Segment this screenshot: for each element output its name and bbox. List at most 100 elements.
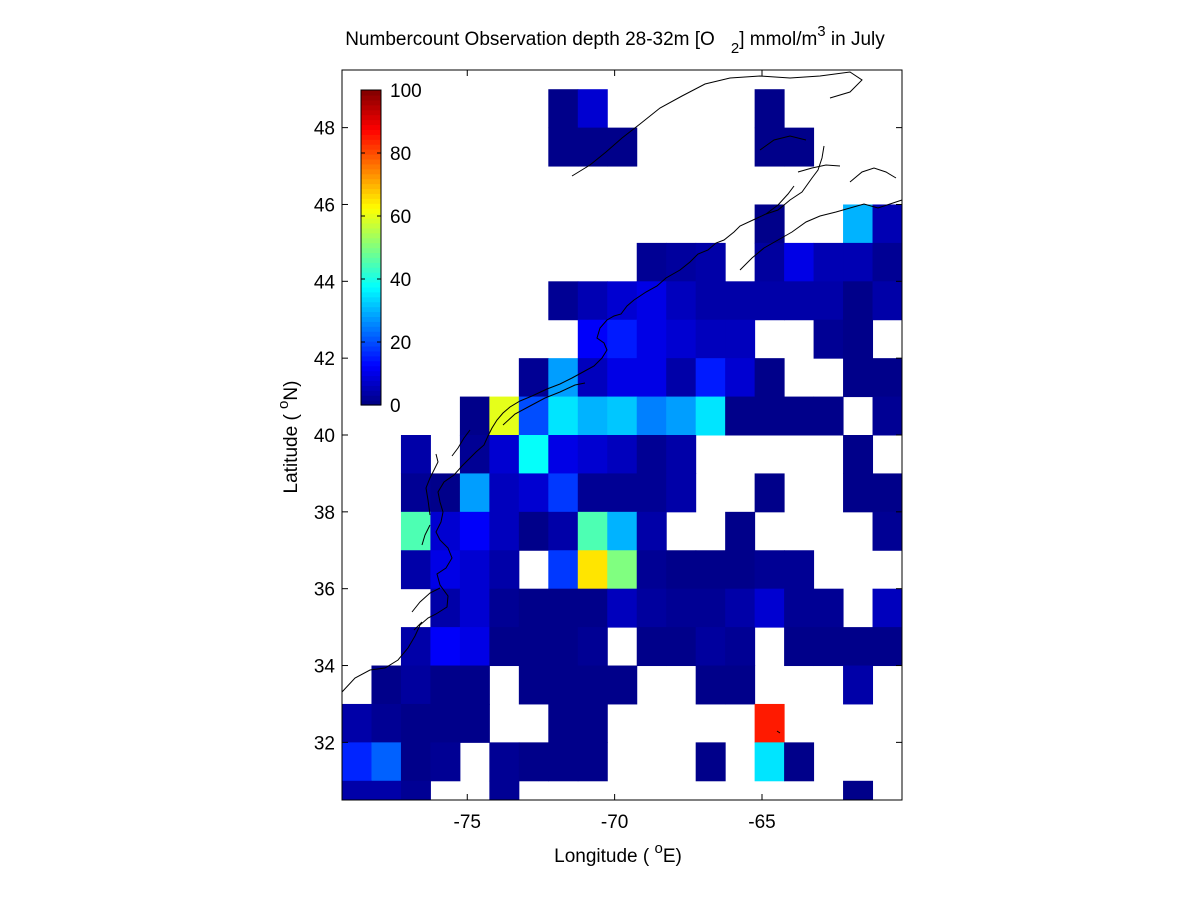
colorbar-segment — [361, 311, 381, 318]
heatmap-cell — [548, 281, 579, 321]
heatmap-cell — [342, 703, 372, 743]
heatmap-cell — [754, 358, 785, 398]
colorbar-segment — [361, 395, 381, 401]
heatmap-cell — [342, 742, 372, 782]
heatmap-cell — [695, 627, 726, 667]
y-axis-label-tail: N) — [281, 381, 302, 401]
heatmap-cell — [813, 242, 844, 282]
colorbar-segment — [361, 99, 381, 106]
heatmap-cell — [813, 627, 844, 667]
heatmap-cell — [636, 319, 667, 359]
heatmap-cell — [459, 703, 490, 743]
colorbar-segment — [361, 321, 381, 327]
heatmap-cell — [459, 588, 490, 628]
heatmap-cell — [430, 703, 461, 743]
colorbar-segment — [361, 370, 381, 377]
heatmap-cell — [577, 588, 608, 628]
y-tick-label: 34 — [314, 657, 336, 678]
heatmap-cell — [695, 281, 726, 321]
colorbar-segment — [361, 94, 381, 101]
heatmap-cell — [518, 396, 549, 436]
colorbar-segment — [361, 134, 381, 140]
heatmap-cell — [725, 281, 756, 321]
heatmap-cell — [577, 435, 608, 474]
colorbar-segment — [361, 272, 381, 278]
heatmap-cell — [400, 780, 431, 801]
heatmap-cell — [577, 358, 608, 398]
heatmap-cell — [813, 588, 844, 628]
heatmap-cell — [400, 742, 431, 782]
heatmap-cell — [666, 319, 697, 359]
colorbar-segment — [361, 139, 381, 145]
heatmap-cell — [754, 204, 785, 244]
colorbar-segment — [361, 237, 381, 244]
heatmap-cell — [548, 588, 579, 628]
colorbar-segment — [361, 183, 381, 190]
heatmap-cell — [400, 473, 431, 513]
heatmap-cell — [607, 588, 638, 628]
heatmap-cell — [371, 665, 402, 705]
colorbar-segment — [361, 257, 381, 263]
y-tick-label: 38 — [314, 503, 335, 524]
heatmap-cell — [400, 703, 431, 743]
heatmap-cell — [754, 396, 785, 436]
heatmap-cell — [430, 511, 461, 551]
heatmap-cell — [843, 358, 874, 398]
heatmap-cell — [784, 396, 815, 436]
heatmap-cell — [489, 396, 520, 436]
heatmap-cell — [577, 127, 608, 167]
heatmap-cell — [607, 473, 638, 513]
colorbar-segment — [361, 301, 381, 308]
heatmap-cell — [666, 358, 697, 398]
colorbar-segment — [361, 158, 381, 165]
heatmap-cell — [695, 550, 726, 590]
colorbar-segment — [361, 168, 381, 175]
heatmap-cell — [518, 358, 549, 398]
heatmap-cell — [577, 281, 608, 321]
colorbar-segment — [361, 232, 381, 239]
heatmap-cell — [548, 665, 579, 705]
coastline-st-lawrence — [571, 71, 863, 177]
colorbar-segment — [361, 341, 381, 347]
coastline-pamlico — [411, 587, 441, 631]
colorbar-segment — [361, 306, 381, 313]
coastline-bermuda — [776, 730, 781, 734]
heatmap-cell — [725, 665, 756, 705]
heatmap-cell — [636, 396, 667, 436]
colorbar-segment — [361, 296, 381, 303]
colorbar-segment — [361, 326, 381, 332]
heatmap-cell — [843, 435, 874, 474]
heatmap-cell — [518, 665, 549, 705]
heatmap-cell — [872, 204, 903, 244]
heatmap-cell — [489, 588, 520, 628]
heatmap-cell — [754, 281, 785, 321]
heatmap-cell — [843, 473, 874, 513]
heatmap-cell — [577, 319, 608, 359]
heatmap-cell — [489, 627, 520, 667]
heatmap-cell — [754, 742, 785, 782]
heatmap-cell — [872, 358, 903, 398]
heatmap-cell — [725, 319, 756, 359]
heatmap-cell — [342, 780, 372, 801]
heatmap-cell — [430, 627, 461, 667]
heatmap-cell — [518, 627, 549, 667]
heatmap-cell — [695, 396, 726, 436]
heatmap-cell — [607, 396, 638, 436]
heatmap-cell — [695, 588, 726, 628]
colorbar-frame — [360, 89, 382, 406]
colorbar-segment — [361, 153, 381, 160]
heatmap-cell — [813, 396, 844, 436]
colorbar-segment — [361, 360, 381, 367]
heatmap-cell — [813, 281, 844, 321]
colorbar-segment — [361, 267, 381, 273]
heatmap-cell — [459, 511, 490, 551]
colorbar-segment — [361, 262, 381, 268]
y-axis-label-text: Latitude ( — [281, 409, 302, 494]
heatmap-cell — [489, 473, 520, 513]
heatmap-cell — [872, 396, 903, 436]
colorbar-segment — [361, 242, 381, 249]
heatmap-cell — [872, 588, 903, 628]
colorbar-tick-label: 80 — [390, 144, 411, 165]
heatmap-cell — [636, 358, 667, 398]
